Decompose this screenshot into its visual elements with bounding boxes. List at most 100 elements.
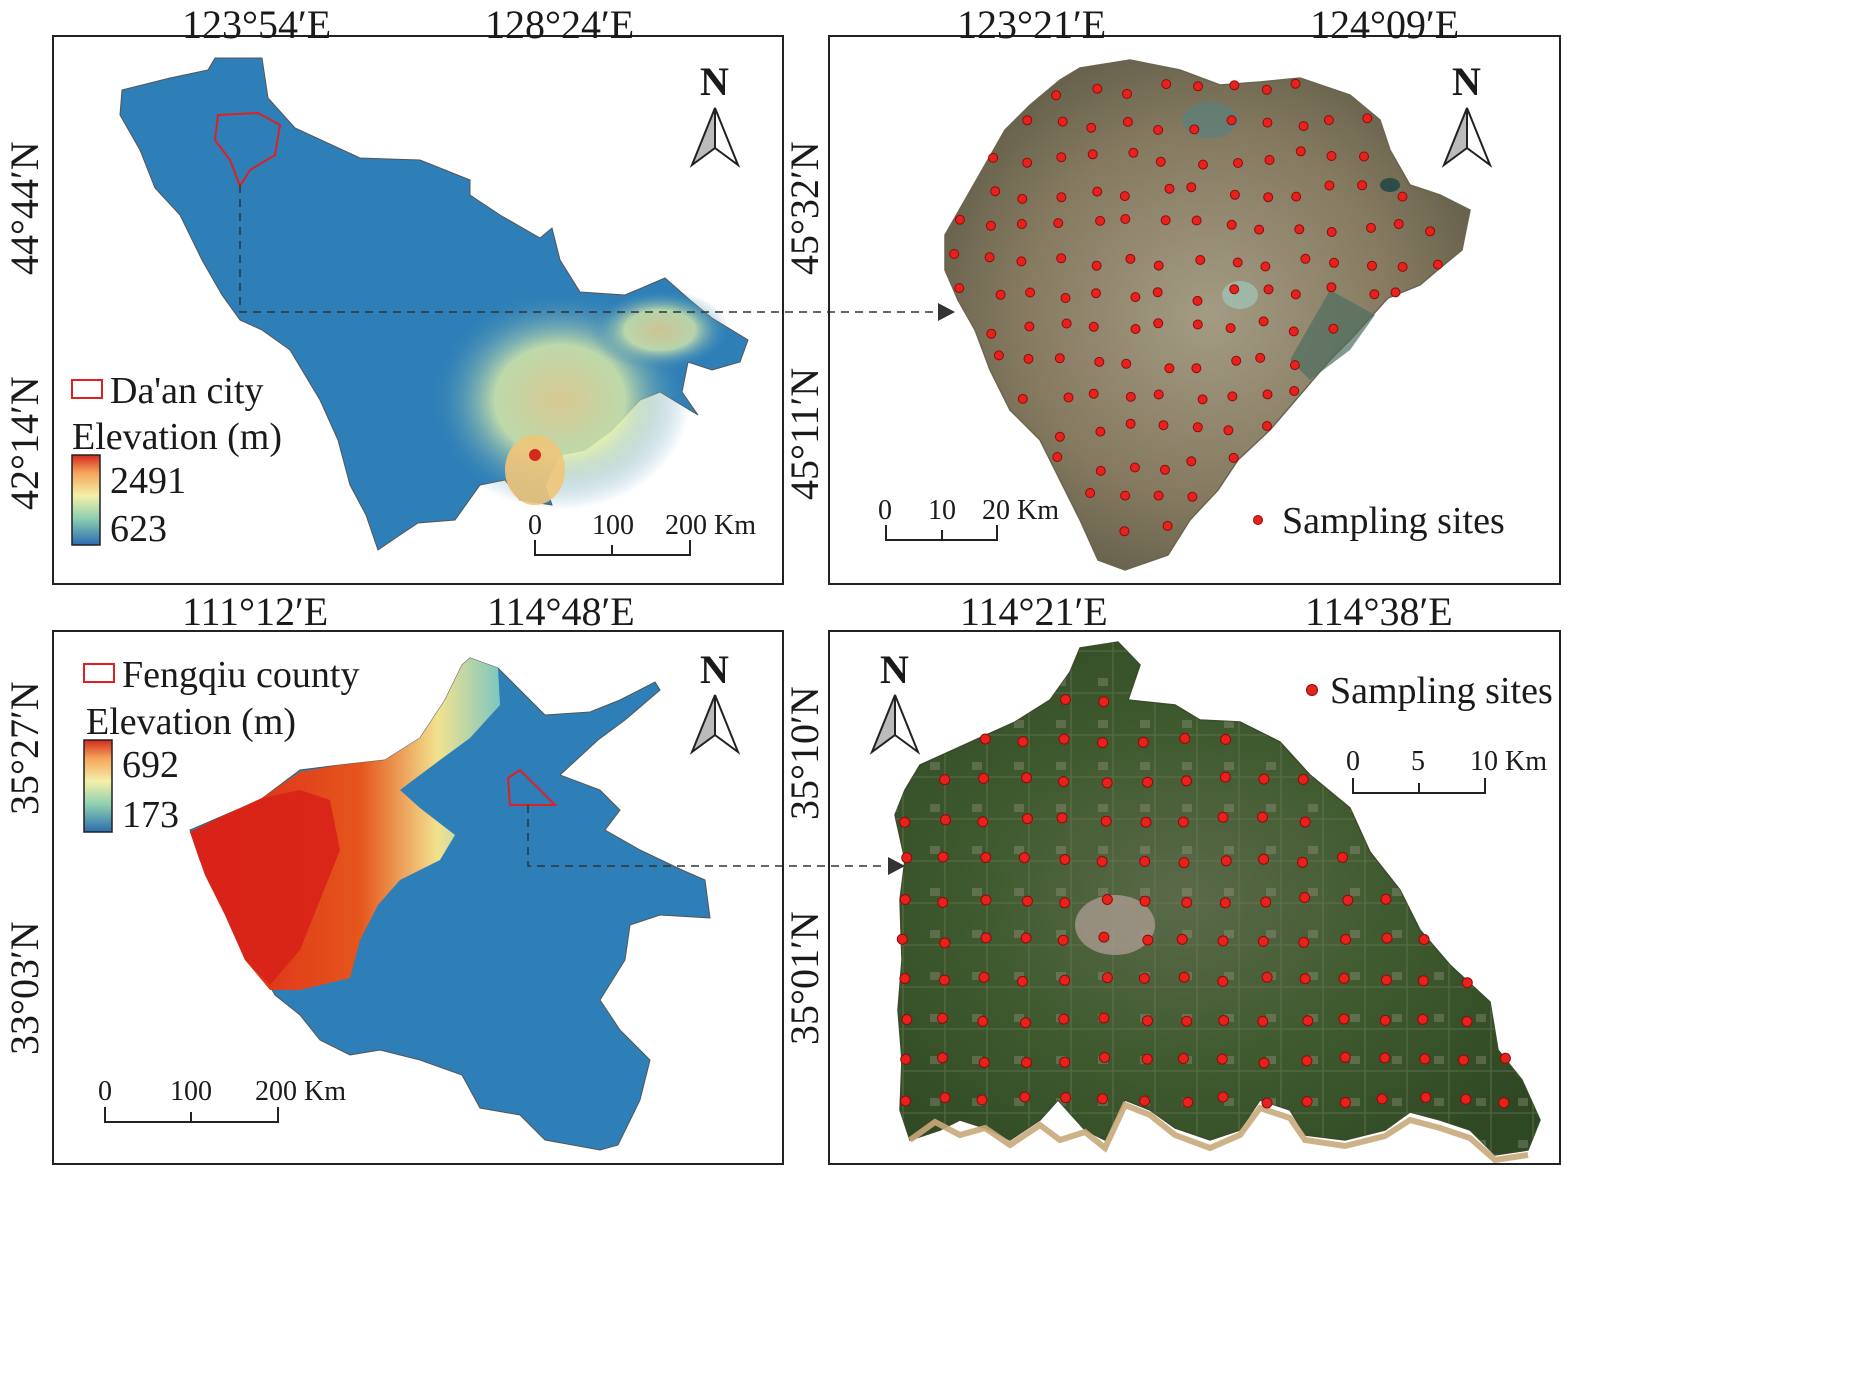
sampling-site-marker	[1257, 935, 1269, 947]
sampling-site-marker	[1258, 316, 1269, 327]
sampling-site-marker	[1262, 117, 1273, 128]
sampling-site-marker	[1262, 389, 1273, 400]
sampling-site-marker	[1125, 418, 1136, 429]
sampling-site-marker	[1058, 733, 1070, 745]
region-legend-label: Fengqiu county	[122, 654, 360, 696]
x-tick-label: 123°21′E	[957, 2, 1107, 47]
sampling-site-marker	[1153, 490, 1164, 501]
sampling-site-marker	[1017, 393, 1028, 404]
sampling-site-marker	[1139, 855, 1151, 867]
x-tick-label: 114°48′E	[487, 589, 635, 634]
sampling-site-marker	[1181, 775, 1192, 787]
scale-label: 100	[592, 510, 634, 541]
sampling-site-marker	[900, 1053, 912, 1065]
sampling-site-marker	[1141, 1053, 1153, 1065]
sampling-site-marker	[1181, 1015, 1193, 1027]
sampling-site-marker	[1155, 156, 1166, 167]
sampling-site-marker	[1324, 180, 1335, 191]
north-arrow-icon	[689, 107, 1493, 755]
sampling-site-marker	[1297, 773, 1309, 785]
sampling-site-marker	[899, 894, 911, 905]
scale-label: 20 Km	[982, 495, 1059, 526]
leader-arrow-icon	[938, 303, 955, 321]
sampling-site-marker	[1302, 1015, 1314, 1027]
sampling-site-marker	[1059, 1056, 1071, 1068]
sampling-site-marker	[995, 289, 1006, 300]
sampling-site-marker	[1142, 934, 1154, 946]
sampling-site-marker	[1177, 816, 1189, 828]
sampling-site-marker	[1417, 975, 1429, 987]
sampling-site-marker	[1217, 811, 1229, 823]
sampling-site-marker	[937, 851, 949, 863]
sampling-site-marker	[1220, 733, 1232, 745]
sampling-site-marker	[937, 1052, 948, 1064]
sampling-site-marker	[1262, 421, 1272, 431]
sampling-site-marker	[1022, 115, 1033, 126]
sampling-site-marker	[954, 214, 965, 225]
sampling-site-marker	[1019, 1091, 1031, 1103]
sampling-site-marker	[1326, 151, 1337, 161]
leader-line	[527, 805, 885, 867]
sampling-site-marker	[896, 933, 908, 945]
sampling-site-marker	[1226, 115, 1237, 126]
sampling-site-marker	[1018, 852, 1030, 864]
scale-label: 10 Km	[1470, 746, 1547, 777]
sampling-site-marker	[1498, 1097, 1510, 1109]
north-label: N	[1452, 59, 1481, 104]
sampling-site-marker	[1140, 816, 1152, 828]
sampling-site-marker	[949, 249, 960, 259]
sampling-site-marker	[1338, 1013, 1350, 1025]
x-tick-label: 123°54′E	[182, 2, 332, 47]
sampling-site-marker	[940, 814, 951, 826]
sampling-site-marker	[1094, 356, 1105, 367]
region-legend-swatch	[71, 379, 103, 399]
sampling-site-marker	[1095, 215, 1106, 226]
sampling-site-marker	[1098, 696, 1110, 708]
sampling-site-marker	[1053, 218, 1064, 229]
sampling-site-marker	[1367, 260, 1377, 271]
x-tick-label: 114°38′E	[1305, 589, 1453, 634]
sampling-site-marker	[901, 852, 913, 864]
sampling-site-marker	[1380, 974, 1392, 986]
sampling-site-marker	[1192, 295, 1203, 306]
sampling-site-marker	[1418, 934, 1430, 945]
sampling-site-marker	[1258, 853, 1270, 865]
x-tick-label: 114°21′E	[960, 589, 1108, 634]
sampling-site-marker	[1290, 289, 1301, 300]
sampling-site-marker	[1263, 284, 1274, 295]
sampling-site-marker	[1092, 83, 1103, 94]
daan-sampling-sites	[949, 78, 1443, 537]
elevation-min-label: 623	[110, 508, 167, 550]
sampling-site-marker	[1297, 856, 1308, 868]
sampling-site-marker	[899, 816, 911, 828]
sampling-site-marker	[1092, 186, 1103, 197]
sampling-site-marker	[899, 973, 911, 984]
sampling-site-marker	[1164, 363, 1175, 374]
x-tick-label: 111°12′E	[182, 589, 329, 634]
sampling-site-marker	[1056, 152, 1067, 163]
sampling-site-marker	[1216, 1053, 1228, 1065]
elevation-max-label: 692	[122, 744, 179, 786]
sampling-site-marker	[1229, 284, 1240, 295]
sampling-site-marker	[1366, 222, 1376, 233]
sampling-site-marker	[1226, 219, 1237, 230]
sampling-site-marker	[1139, 895, 1151, 907]
sampling-site-marker	[978, 772, 990, 784]
sampling-site-marker	[1119, 191, 1130, 202]
sampling-site-marker	[1420, 1091, 1432, 1103]
sampling-site-marker	[1397, 261, 1408, 272]
sampling-site-marker	[1091, 288, 1101, 299]
sampling-site-marker	[1288, 326, 1299, 337]
scale-label: 0	[98, 1076, 112, 1107]
sampling-site-marker	[1359, 151, 1369, 162]
sampling-site-marker	[1051, 90, 1062, 101]
sampling-site-marker	[988, 152, 999, 163]
sampling-site-marker	[980, 894, 992, 906]
north-label: N	[700, 59, 729, 104]
sampling-site-marker	[1137, 736, 1149, 748]
sampling-site-marker	[1152, 287, 1163, 298]
sampling-site-marker	[1264, 155, 1275, 165]
sampling-site-marker	[1461, 1016, 1473, 1027]
sampling-site-marker	[1160, 464, 1170, 475]
